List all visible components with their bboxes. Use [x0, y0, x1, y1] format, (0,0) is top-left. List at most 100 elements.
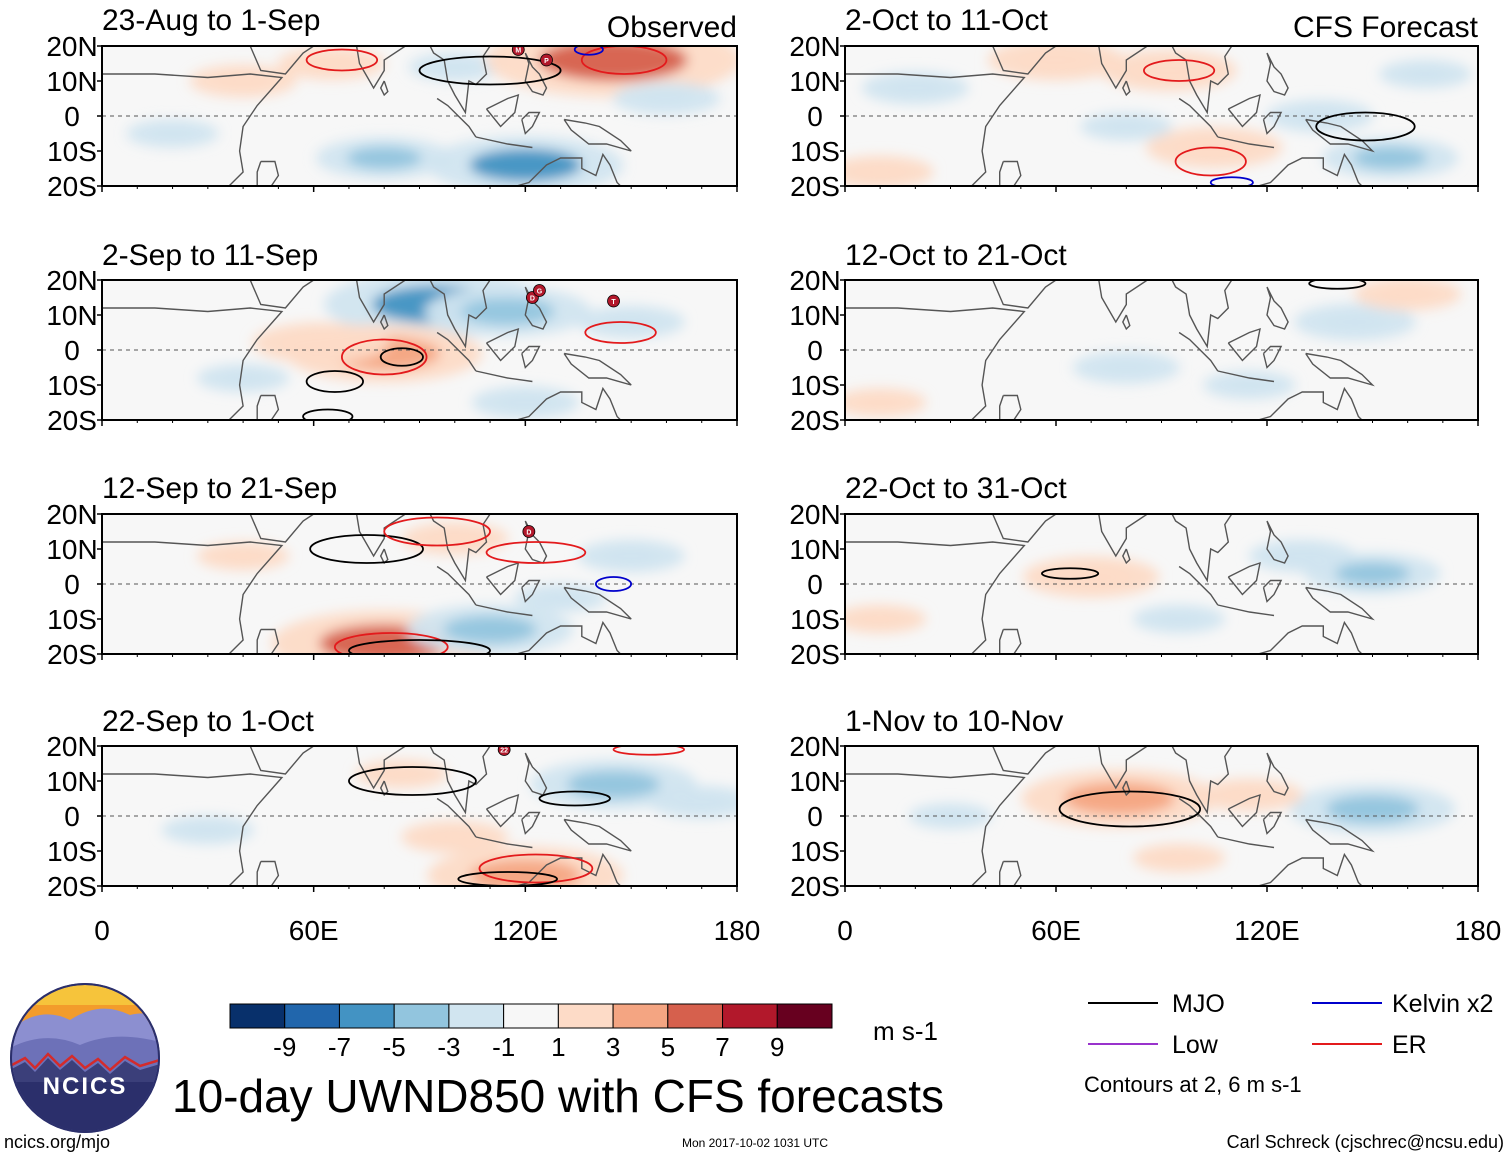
coastline — [521, 111, 541, 135]
coastline — [1305, 118, 1375, 153]
coastline — [1266, 752, 1289, 796]
coastline — [992, 746, 1057, 775]
coastline — [999, 160, 1022, 186]
contour-mjo — [457, 871, 558, 886]
colorbar-swatch — [229, 1003, 286, 1029]
colorbar-swatch — [722, 1003, 778, 1029]
anomaly-core — [1098, 358, 1155, 377]
coastline — [1227, 327, 1261, 362]
anomaly-core — [638, 89, 695, 108]
coastline — [1266, 520, 1289, 564]
map-panel: M P 20N 10N 0 10S 20S 23-Aug to 1-Sep — [46, 4, 738, 202]
y-tick-label: 0 — [64, 101, 80, 132]
contour-er — [305, 48, 379, 72]
coastline — [1077, 746, 1233, 815]
figure-title: 10-day UWND850 with CFS forecasts — [172, 1070, 944, 1122]
panel-title: 2-Sep to 11-Sep — [102, 239, 318, 272]
coastline — [521, 579, 541, 603]
coastline — [1266, 52, 1289, 96]
storm-marker: D — [522, 525, 536, 538]
coastline — [1227, 793, 1261, 828]
y-tick-label: 20S — [47, 639, 97, 670]
coastline — [513, 152, 622, 186]
coastline — [1262, 811, 1283, 835]
coastline — [249, 746, 315, 775]
colorbar-tick-label: 1 — [551, 1032, 565, 1062]
coastline — [102, 773, 284, 886]
contour-mjo — [302, 408, 354, 420]
anomaly-core — [378, 766, 426, 782]
anomaly-core — [1379, 285, 1436, 303]
anomaly-core — [673, 793, 731, 811]
anomaly-core — [283, 331, 359, 355]
contour-mjo — [1041, 567, 1100, 580]
y-tick-label: 10N — [789, 300, 840, 331]
y-tick-label: 20N — [789, 31, 840, 62]
anomaly-core — [1352, 146, 1428, 170]
coastline — [1122, 780, 1131, 797]
y-tick-label: 20N — [46, 31, 97, 62]
coastline — [379, 780, 389, 797]
coastline — [563, 118, 632, 152]
coastline — [992, 46, 1057, 75]
contour-mjo — [309, 534, 424, 564]
coastline — [1305, 352, 1375, 387]
colorbar-swatch — [557, 1003, 614, 1029]
y-tick-label: 0 — [64, 801, 80, 832]
anomaly-core — [1273, 547, 1331, 565]
x-tick-label: 60E — [1031, 915, 1081, 946]
anomaly-core — [536, 590, 585, 606]
coastline — [845, 773, 1026, 886]
anomaly-core — [856, 394, 904, 411]
anomaly-core — [184, 822, 232, 838]
map-panel: DG T 20N 10N 0 10S 20S 2-Sep to 11-Sep — [46, 239, 738, 436]
coastline — [475, 836, 533, 849]
contour-er — [340, 338, 428, 376]
anomaly-core — [856, 611, 904, 627]
contour-er — [383, 516, 491, 547]
coastline — [102, 73, 284, 186]
coastline — [485, 327, 520, 362]
y-tick-label: 20S — [790, 639, 840, 670]
ncics-logo: NCICS — [10, 983, 160, 1133]
y-tick-label: 20N — [46, 265, 97, 296]
forecast-header: CFS Forecast — [1293, 11, 1479, 44]
coastline — [436, 331, 477, 372]
colorbar-swatch — [667, 1003, 724, 1029]
contour-er — [333, 632, 449, 654]
coastline — [524, 52, 548, 96]
coastline — [1255, 152, 1363, 186]
x-tick-label: 120E — [1234, 915, 1299, 946]
coastline — [1227, 561, 1261, 596]
anomaly-core — [539, 46, 688, 82]
y-tick-label: 20N — [46, 499, 97, 530]
coastline — [1262, 111, 1283, 135]
coastline — [1255, 620, 1363, 654]
colorbar-swatch — [612, 1003, 669, 1029]
anomaly-core — [1131, 59, 1206, 82]
y-tick-label: 20N — [789, 731, 840, 762]
storm-marker: M — [511, 46, 525, 56]
y-tick-label: 20N — [789, 499, 840, 530]
anomaly-core — [214, 72, 272, 90]
coastline — [249, 514, 315, 543]
colorbar-swatch — [503, 1003, 559, 1029]
coastline — [1262, 345, 1283, 369]
storm-label: G — [537, 289, 543, 296]
colorbar-tick-label: -1 — [492, 1032, 515, 1062]
coastline — [1217, 604, 1275, 617]
x-tick-label: 120E — [493, 915, 558, 946]
storm-label: D — [530, 296, 535, 303]
timestamp: Mon 2017-10-02 1031 UTC — [682, 1136, 828, 1150]
y-tick-label: 10N — [46, 300, 97, 331]
coastlines — [102, 280, 632, 420]
coastline — [1217, 836, 1275, 849]
anomaly-core — [1225, 377, 1274, 393]
coastline — [436, 797, 477, 838]
x-tick-label: 0 — [94, 915, 110, 946]
coastlines — [102, 514, 632, 654]
coastline — [334, 46, 491, 115]
x-tick-label: 180 — [714, 915, 761, 946]
